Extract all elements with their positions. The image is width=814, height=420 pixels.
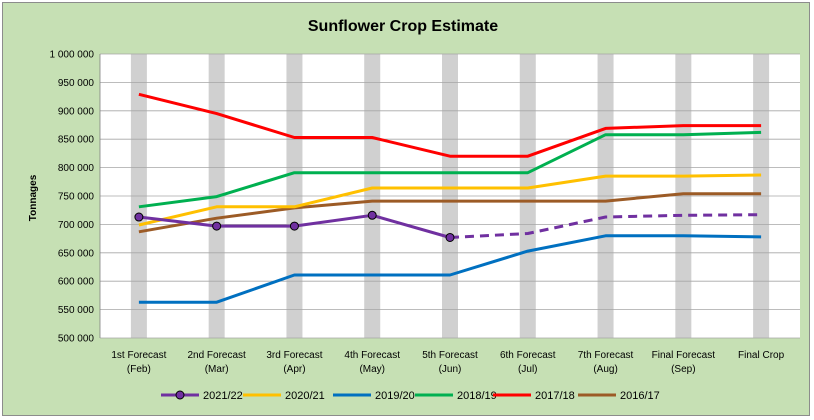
y-tick-label: 600 000: [58, 277, 95, 288]
y-tick-label: 500 000: [58, 334, 95, 345]
x-tick-label: 1st Forecast: [111, 350, 166, 361]
x-tick-label: 2nd Forecast: [187, 350, 246, 361]
x-tick-sublabel: (Aug): [593, 364, 617, 375]
series-line: [138, 173, 762, 227]
x-tick-label: Final Crop: [738, 350, 785, 361]
x-tick-label: 5th Forecast: [422, 350, 478, 361]
y-tick-label: 550 000: [58, 305, 95, 316]
y-axis-title: Tonnages: [28, 174, 39, 221]
y-tick-label: 1 000 000: [50, 50, 95, 61]
x-tick-sublabel: (Feb): [127, 364, 151, 375]
series-marker: [134, 212, 144, 222]
x-tick-sublabel: (Jul): [518, 364, 537, 375]
legend-label: 2018/19: [457, 390, 497, 402]
series-projection-line: [449, 213, 762, 239]
legend-marker: [175, 390, 185, 400]
series-line: [138, 130, 762, 209]
series-marker: [367, 210, 377, 220]
legend-label: 2020/21: [285, 390, 325, 402]
series-line: [138, 92, 762, 158]
line-chart: 500 000 550 000 600 000 650 000 700 000 750 0…: [28, 18, 800, 402]
legend-label: 2019/20: [375, 390, 415, 402]
chart-frame: 500 000 550 000 600 000 650 000 700 000 750 0…: [2, 2, 810, 416]
x-tick-label: 6th Forecast: [500, 350, 556, 361]
series-marker: [445, 232, 455, 242]
legend-label: 2021/22: [203, 390, 243, 402]
y-tick-label: 850 000: [58, 135, 95, 146]
legend-label: 2017/18: [535, 390, 575, 402]
x-tick-sublabel: (Jun): [439, 364, 462, 375]
x-tick-sublabel: (May): [359, 364, 385, 375]
series-line: [138, 192, 762, 234]
series-marker: [212, 221, 222, 231]
x-tick-label: 7th Forecast: [578, 350, 634, 361]
y-tick-label: 950 000: [58, 78, 95, 89]
series-marker: [289, 221, 299, 231]
x-tick-sublabel: (Mar): [205, 364, 229, 375]
y-tick-label: 650 000: [58, 248, 95, 259]
x-tick-label: 4th Forecast: [344, 350, 400, 361]
x-tick-sublabel: (Sep): [671, 364, 695, 375]
x-tick-sublabel: (Apr): [283, 364, 305, 375]
y-tick-label: 700 000: [58, 220, 95, 231]
legend-label: 2016/17: [620, 390, 660, 402]
series-line: [138, 234, 762, 304]
y-tick-label: 900 000: [58, 106, 95, 117]
x-tick-label: Final Forecast: [652, 350, 716, 361]
y-tick-label: 800 000: [58, 163, 95, 174]
x-tick-label: 3rd Forecast: [266, 350, 322, 361]
y-tick-label: 750 000: [58, 192, 95, 203]
chart-title: Sunflower Crop Estimate: [308, 18, 498, 35]
